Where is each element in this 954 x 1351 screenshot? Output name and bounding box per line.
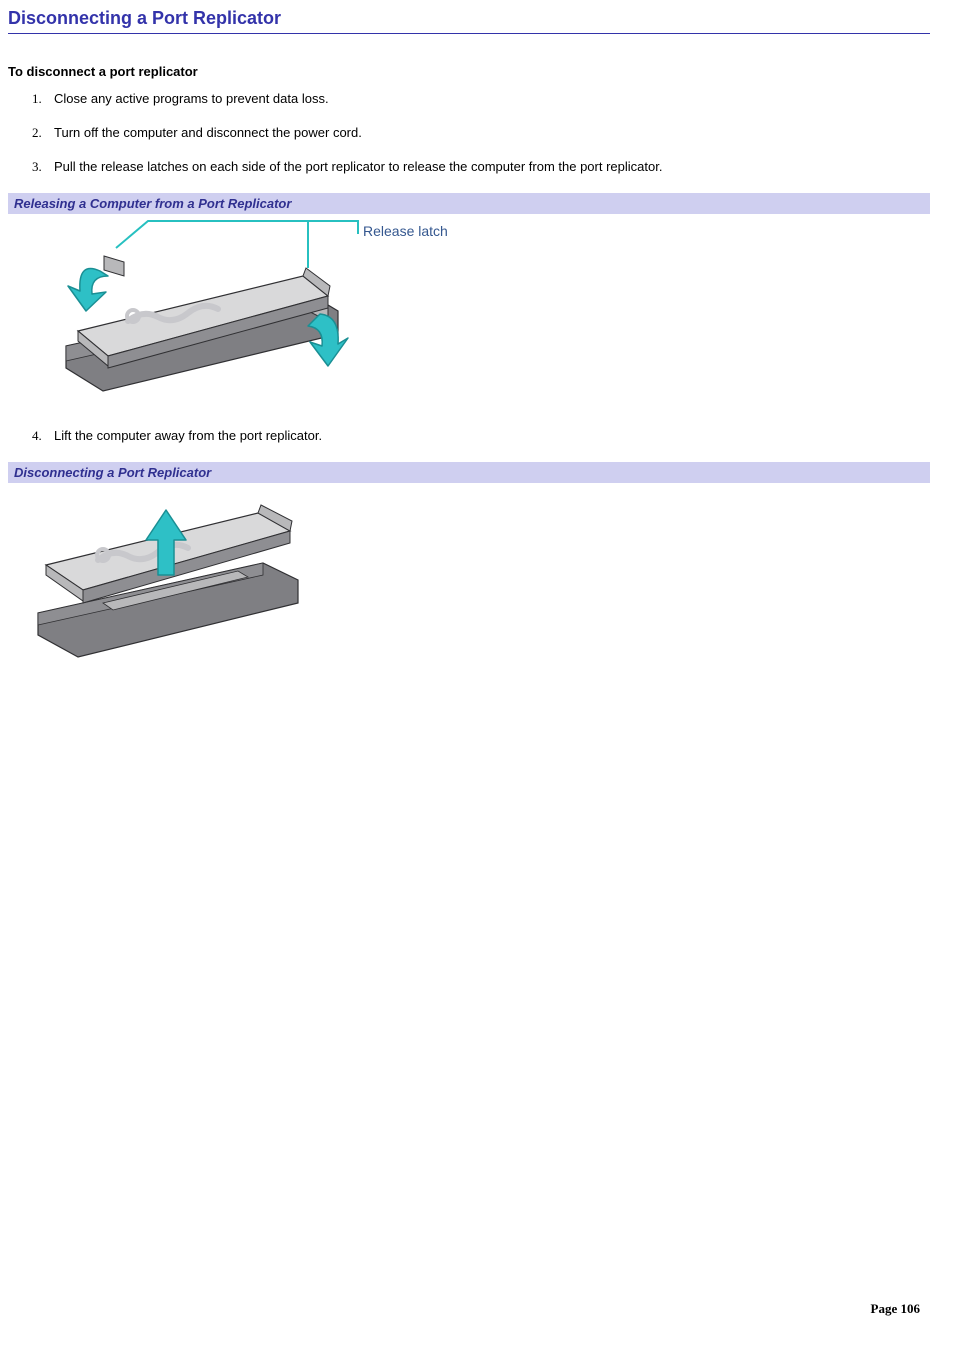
step-number: 3. xyxy=(32,159,54,175)
step-list: 1. Close any active programs to prevent … xyxy=(8,91,930,175)
page-title: Disconnecting a Port Replicator xyxy=(8,8,930,34)
step-item: 1. Close any active programs to prevent … xyxy=(32,91,930,107)
section-subheading: To disconnect a port replicator xyxy=(8,64,930,79)
figure2-caption: Disconnecting a Port Replicator xyxy=(8,462,930,483)
step-item: 2. Turn off the computer and disconnect … xyxy=(32,125,930,141)
step-text: Lift the computer away from the port rep… xyxy=(54,428,322,444)
step-item: 4. Lift the computer away from the port … xyxy=(32,428,930,444)
step-list-continued: 4. Lift the computer away from the port … xyxy=(8,428,930,444)
figure1-illustration: Release latches xyxy=(8,216,448,416)
figure2-illustration xyxy=(8,485,318,660)
step-text: Close any active programs to prevent dat… xyxy=(54,91,329,107)
step-item: 3. Pull the release latches on each side… xyxy=(32,159,930,175)
svg-text:Release latches: Release latches xyxy=(363,223,448,239)
step-number: 2. xyxy=(32,125,54,141)
figure2-area xyxy=(8,485,930,660)
page-footer: Page 106 xyxy=(871,1301,920,1317)
figure1-caption: Releasing a Computer from a Port Replica… xyxy=(8,193,930,214)
figure1-area: Release latches xyxy=(8,216,930,416)
step-number: 1. xyxy=(32,91,54,107)
step-text: Pull the release latches on each side of… xyxy=(54,159,662,175)
step-number: 4. xyxy=(32,428,54,444)
step-text: Turn off the computer and disconnect the… xyxy=(54,125,362,141)
